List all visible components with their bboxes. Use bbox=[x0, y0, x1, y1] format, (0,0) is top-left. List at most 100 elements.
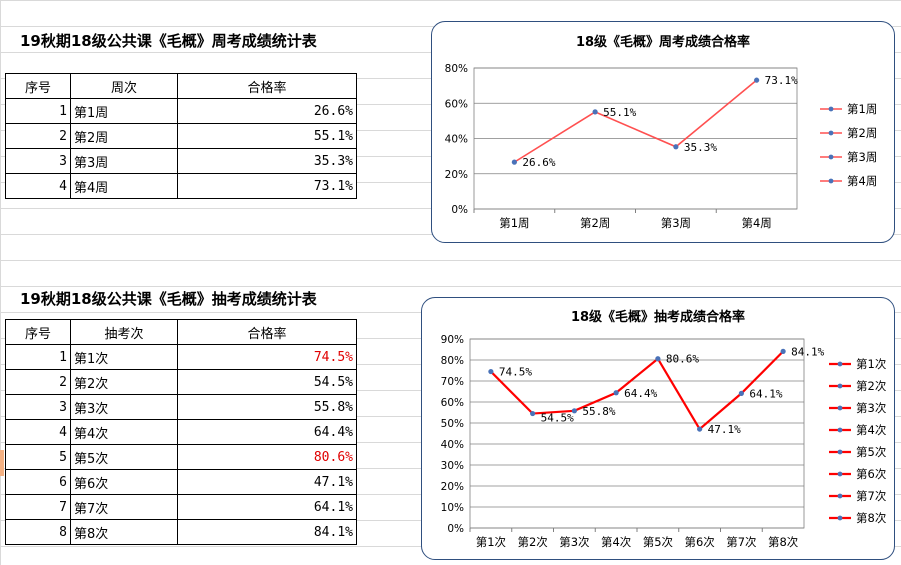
cell-name[interactable]: 第1周 bbox=[70, 98, 178, 124]
data-label: 64.1% bbox=[749, 387, 782, 400]
legend-marker bbox=[828, 178, 834, 184]
y-tick-label: 50% bbox=[441, 418, 464, 430]
cell-name[interactable]: 第6次 bbox=[70, 469, 178, 495]
data-point bbox=[673, 144, 679, 150]
data-point bbox=[613, 390, 619, 396]
y-tick-label: 70% bbox=[441, 376, 464, 388]
cell-rate[interactable]: 26.6% bbox=[177, 98, 357, 124]
header-pass-rate[interactable]: 合格率 bbox=[177, 319, 357, 345]
cell-index[interactable]: 4 bbox=[5, 419, 71, 445]
header-pass-rate[interactable]: 合格率 bbox=[177, 73, 357, 99]
legend-entry: 第7次 bbox=[856, 489, 887, 503]
data-point bbox=[697, 426, 703, 432]
cell-index[interactable]: 8 bbox=[5, 519, 71, 545]
cell-index[interactable]: 2 bbox=[5, 369, 71, 395]
cell-rate[interactable]: 55.8% bbox=[177, 394, 357, 420]
cell-rate[interactable]: 54.5% bbox=[177, 369, 357, 395]
legend-entry: 第6次 bbox=[856, 467, 887, 481]
legend-entry: 第8次 bbox=[856, 511, 887, 525]
table-header-row: 序号 周次 合格率 bbox=[5, 73, 357, 99]
table-row: 7 第7次 64.1% bbox=[5, 494, 357, 520]
cell-index[interactable]: 1 bbox=[5, 344, 71, 370]
cell-rate[interactable]: 80.6% bbox=[177, 444, 357, 470]
cell-rate[interactable]: 64.4% bbox=[177, 419, 357, 445]
cell-rate[interactable]: 73.1% bbox=[177, 173, 357, 199]
cell-rate[interactable]: 74.5% bbox=[177, 344, 357, 370]
cell-rate[interactable]: 64.1% bbox=[177, 494, 357, 520]
weekly-chart-frame[interactable]: 18级《毛概》周考成绩合格率 0% 20% 40% 60% 80% 第1周 第2周 第3周 第4周… bbox=[431, 21, 895, 243]
cell-index[interactable]: 4 bbox=[5, 173, 71, 199]
legend-marker bbox=[837, 383, 843, 389]
data-point bbox=[592, 109, 598, 115]
legend-marker bbox=[837, 427, 843, 433]
cell-name[interactable]: 第2周 bbox=[70, 123, 178, 149]
table-header-row: 序号 抽考次 合格率 bbox=[5, 319, 357, 345]
weekly-stats-table: 序号 周次 合格率 1 第1周 26.6% 2 第2周 55.1% 3 第3周 35.3% 4 第4… bbox=[5, 73, 357, 199]
x-tick-label: 第7次 bbox=[726, 535, 757, 549]
header-week[interactable]: 周次 bbox=[70, 73, 178, 99]
cell-rate[interactable]: 35.3% bbox=[177, 148, 357, 174]
chart-title: 18级《毛概》周考成绩合格率 bbox=[576, 34, 750, 50]
x-tick-label: 第4周 bbox=[741, 216, 771, 230]
cell-name[interactable]: 第8次 bbox=[70, 519, 178, 545]
cell-name[interactable]: 第2次 bbox=[70, 369, 178, 395]
cell-rate[interactable]: 55.1% bbox=[177, 123, 357, 149]
header-index[interactable]: 序号 bbox=[5, 319, 71, 345]
y-tick-label: 60% bbox=[441, 397, 464, 409]
y-tick-label: 40% bbox=[441, 439, 464, 451]
cell-rate[interactable]: 84.1% bbox=[177, 519, 357, 545]
cell-name[interactable]: 第4周 bbox=[70, 173, 178, 199]
table-row: 8 第8次 84.1% bbox=[5, 519, 357, 545]
data-point bbox=[511, 159, 517, 165]
table-row: 1 第1次 74.5% bbox=[5, 344, 357, 370]
legend-entry: 第4次 bbox=[856, 423, 887, 437]
cell-name[interactable]: 第4次 bbox=[70, 419, 178, 445]
cell-name[interactable]: 第1次 bbox=[70, 344, 178, 370]
cell-name[interactable]: 第5次 bbox=[70, 444, 178, 470]
x-tick-label: 第3周 bbox=[661, 216, 691, 230]
table-row: 3 第3周 35.3% bbox=[5, 148, 357, 174]
y-tick-label: 30% bbox=[441, 460, 464, 472]
y-tick-label: 90% bbox=[441, 334, 464, 346]
sample-chart-frame[interactable]: 18级《毛概》抽考成绩合格率 0% 10% 20% 30% 40% 50% 60% 70% 80%… bbox=[421, 297, 895, 560]
table-row: 1 第1周 26.6% bbox=[5, 98, 357, 124]
cell-name[interactable]: 第7次 bbox=[70, 494, 178, 520]
cell-index[interactable]: 5 bbox=[5, 444, 71, 470]
data-point bbox=[738, 390, 744, 396]
x-tick-label: 第2周 bbox=[580, 216, 610, 230]
cell-index[interactable]: 1 bbox=[5, 98, 71, 124]
data-label: 26.6% bbox=[522, 156, 555, 169]
legend-marker bbox=[837, 361, 843, 367]
data-label: 84.1% bbox=[791, 345, 824, 358]
x-tick-label: 第8次 bbox=[768, 535, 799, 549]
table2-title: 19秋期18级公共课《毛概》抽考成绩统计表 bbox=[20, 290, 317, 308]
data-point bbox=[754, 77, 760, 83]
cell-name[interactable]: 第3周 bbox=[70, 148, 178, 174]
legend-marker bbox=[837, 405, 843, 411]
cell-name[interactable]: 第3次 bbox=[70, 394, 178, 420]
y-tick-label: 80% bbox=[445, 63, 468, 75]
data-label: 55.1% bbox=[603, 106, 636, 119]
x-tick-label: 第3次 bbox=[559, 535, 590, 549]
cell-index[interactable]: 3 bbox=[5, 394, 71, 420]
data-label: 80.6% bbox=[666, 353, 699, 366]
legend-marker bbox=[828, 130, 834, 136]
cell-index[interactable]: 2 bbox=[5, 123, 71, 149]
x-tick-label: 第2次 bbox=[517, 535, 548, 549]
cell-rate[interactable]: 47.1% bbox=[177, 469, 357, 495]
cell-index[interactable]: 7 bbox=[5, 494, 71, 520]
header-sample[interactable]: 抽考次 bbox=[70, 319, 178, 345]
y-tick-label: 0% bbox=[447, 523, 464, 535]
x-tick-label: 第5次 bbox=[643, 535, 674, 549]
header-index[interactable]: 序号 bbox=[5, 73, 71, 99]
table-row: 2 第2次 54.5% bbox=[5, 369, 357, 395]
table-row: 5 第5次 80.6% bbox=[5, 444, 357, 470]
legend-marker bbox=[828, 106, 834, 112]
data-label: 55.8% bbox=[582, 405, 615, 418]
y-tick-label: 60% bbox=[445, 98, 468, 110]
y-tick-label: 20% bbox=[441, 481, 464, 493]
cell-index[interactable]: 6 bbox=[5, 469, 71, 495]
sample-pass-rate-chart: 18级《毛概》抽考成绩合格率 0% 10% 20% 30% 40% 50% 60% 70% 80%… bbox=[441, 309, 887, 549]
cell-index[interactable]: 3 bbox=[5, 148, 71, 174]
